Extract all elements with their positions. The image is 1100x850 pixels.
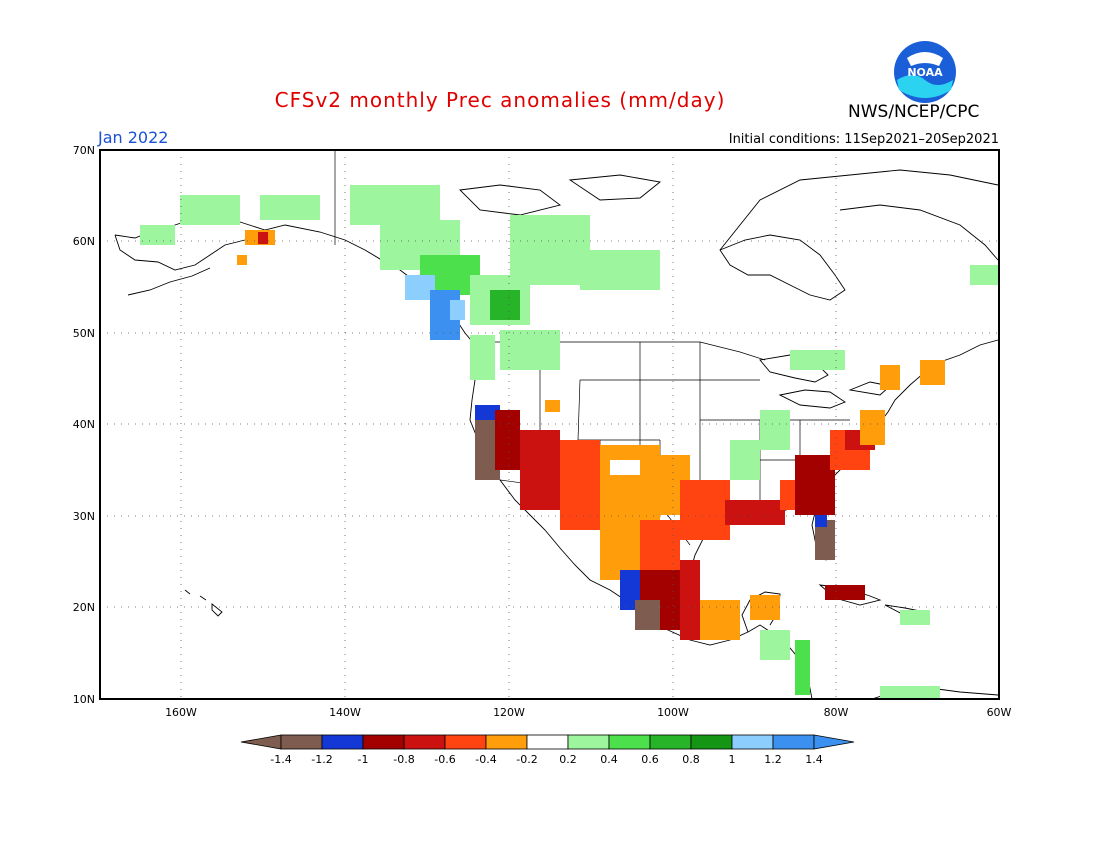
colorbar-segment xyxy=(690,734,733,750)
colorbar-segment xyxy=(362,734,405,750)
latitude-labels: 70N 60N 50N 40N 30N 20N 10N xyxy=(73,144,95,706)
colorbar-tick-label: 0.8 xyxy=(682,753,700,766)
lat-label: 40N xyxy=(73,418,95,431)
colorbar-segment xyxy=(731,734,774,750)
colorbar-tick-label: 0.4 xyxy=(600,753,618,766)
noaa-logo: NOAA xyxy=(894,41,956,103)
map-frame xyxy=(99,149,1000,700)
lon-label: 60W xyxy=(987,706,1012,719)
anomaly-cells xyxy=(140,185,998,699)
colorbar-tick-label: -1.4 xyxy=(270,753,291,766)
lon-label: 80W xyxy=(824,706,849,719)
colorbar-segment xyxy=(772,734,815,750)
colorbar-left-arrow xyxy=(240,734,282,750)
colorbar-tick-label: 1.4 xyxy=(805,753,823,766)
lon-label: 160W xyxy=(165,706,197,719)
colorbar-tick-label: -1.2 xyxy=(311,753,332,766)
lon-label: 100W xyxy=(657,706,689,719)
colorbar-segment xyxy=(403,734,446,750)
colorbar-tick-label: 0.6 xyxy=(641,753,659,766)
colorbar: -1.4 -1.2 -1 -0.8 -0.6 -0.4 -0.2 0.2 0.4 0.6 0.8 1 1… xyxy=(240,734,855,766)
lon-label: 120W xyxy=(493,706,525,719)
colorbar-tick-label: 1.2 xyxy=(764,753,782,766)
colorbar-tick-label: -0.4 xyxy=(475,753,496,766)
forecast-month: Jan 2022 xyxy=(98,128,169,147)
colorbar-segment xyxy=(485,734,528,750)
colorbar-segment xyxy=(444,734,487,750)
colorbar-tick-label: -0.2 xyxy=(516,753,537,766)
colorbar-segment xyxy=(526,734,569,750)
lat-label: 50N xyxy=(73,327,95,340)
lat-label: 60N xyxy=(73,235,95,248)
colorbar-tick-label: -0.8 xyxy=(393,753,414,766)
graticule xyxy=(100,150,999,699)
colorbar-tick-label: -1 xyxy=(358,753,369,766)
colorbar-tick-label: 0.2 xyxy=(559,753,577,766)
colorbar-segment xyxy=(567,734,610,750)
colorbar-segment xyxy=(649,734,692,750)
colorbar-segment xyxy=(321,734,364,750)
map-title: CFSv2 monthly Prec anomalies (mm/day) xyxy=(274,88,726,112)
colorbar-segment xyxy=(608,734,651,750)
lat-label: 30N xyxy=(73,510,95,523)
lon-label: 140W xyxy=(329,706,361,719)
lat-label: 20N xyxy=(73,601,95,614)
longitude-labels: 160W 140W 120W 100W 80W 60W xyxy=(165,706,1011,719)
lat-label: 10N xyxy=(73,693,95,706)
colorbar-tick-label: 1 xyxy=(729,753,736,766)
lat-label: 70N xyxy=(73,144,95,157)
colorbar-right-arrow xyxy=(813,734,855,750)
logo-text: NOAA xyxy=(907,66,943,79)
initial-conditions: Initial conditions: 11Sep2021–20Sep2021 xyxy=(728,132,999,147)
colorbar-segment xyxy=(280,734,323,750)
organization-label: NWS/NCEP/CPC xyxy=(848,102,980,122)
colorbar-tick-label: -0.6 xyxy=(434,753,455,766)
